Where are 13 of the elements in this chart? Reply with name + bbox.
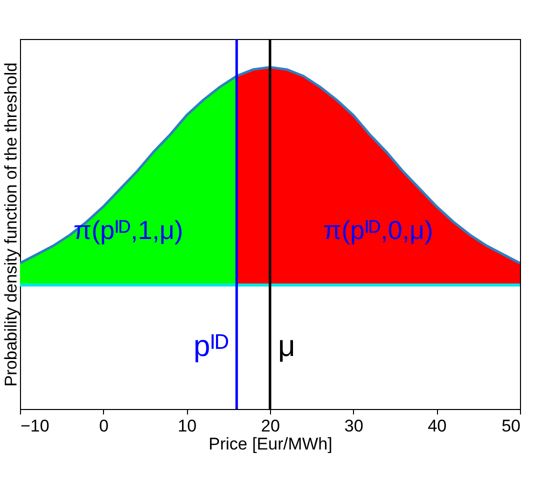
ref-line-label: pᴵᴰ [193, 330, 229, 363]
x-axis-title: Price [Eur/MWh] [208, 434, 332, 454]
x-tick-label: 20 [261, 416, 280, 436]
x-tick-label: 0 [99, 416, 109, 436]
x-tick-label: 30 [344, 416, 364, 436]
x-tick-label: 40 [428, 416, 447, 436]
ref-line-label: μ [278, 330, 296, 363]
x-tick-label: 10 [178, 416, 197, 436]
y-axis-title: Probability density function of the threshold [2, 62, 20, 387]
annotation: π(pᴵᴰ,1,μ) [74, 214, 184, 245]
x-tick-label: −10 [20, 416, 50, 436]
x-tick-label: 50 [502, 416, 520, 436]
annotation: π(pᴵᴰ,0,μ) [324, 214, 434, 245]
